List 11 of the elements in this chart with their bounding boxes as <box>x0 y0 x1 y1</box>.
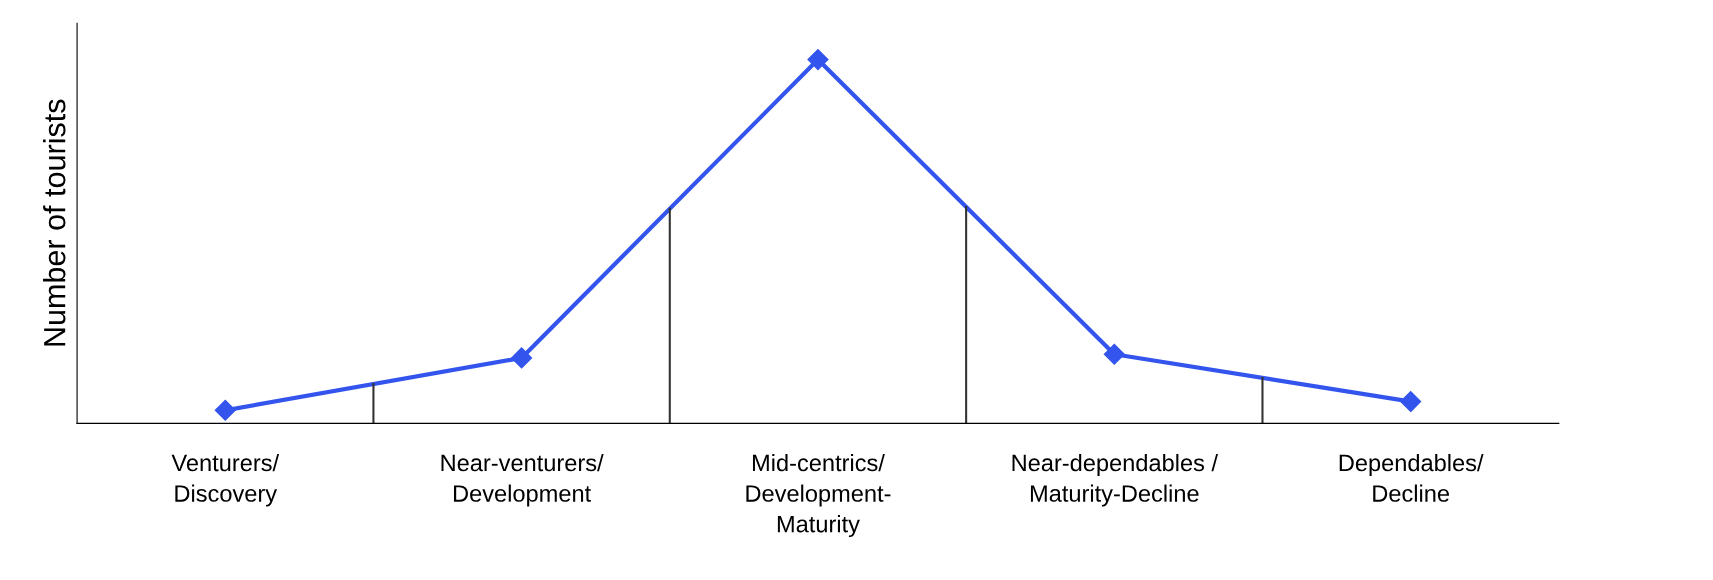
x-tick-label: Near-venturers/ Development <box>441 453 604 507</box>
y-axis-title: Number of tourists <box>43 99 66 346</box>
point <box>807 49 829 71</box>
point <box>214 399 236 421</box>
point <box>1103 343 1125 365</box>
x-tick-label: Dependables/ Decline <box>1339 453 1484 502</box>
x-tick-label: Near-dependables / Maturity-Decline <box>1012 453 1219 507</box>
point <box>1400 391 1422 413</box>
point <box>511 347 533 369</box>
x-tick-label: Mid-centrics/ Development- Maturity <box>746 453 891 538</box>
x-tick-label: Venturers/ Discovery <box>171 453 280 507</box>
